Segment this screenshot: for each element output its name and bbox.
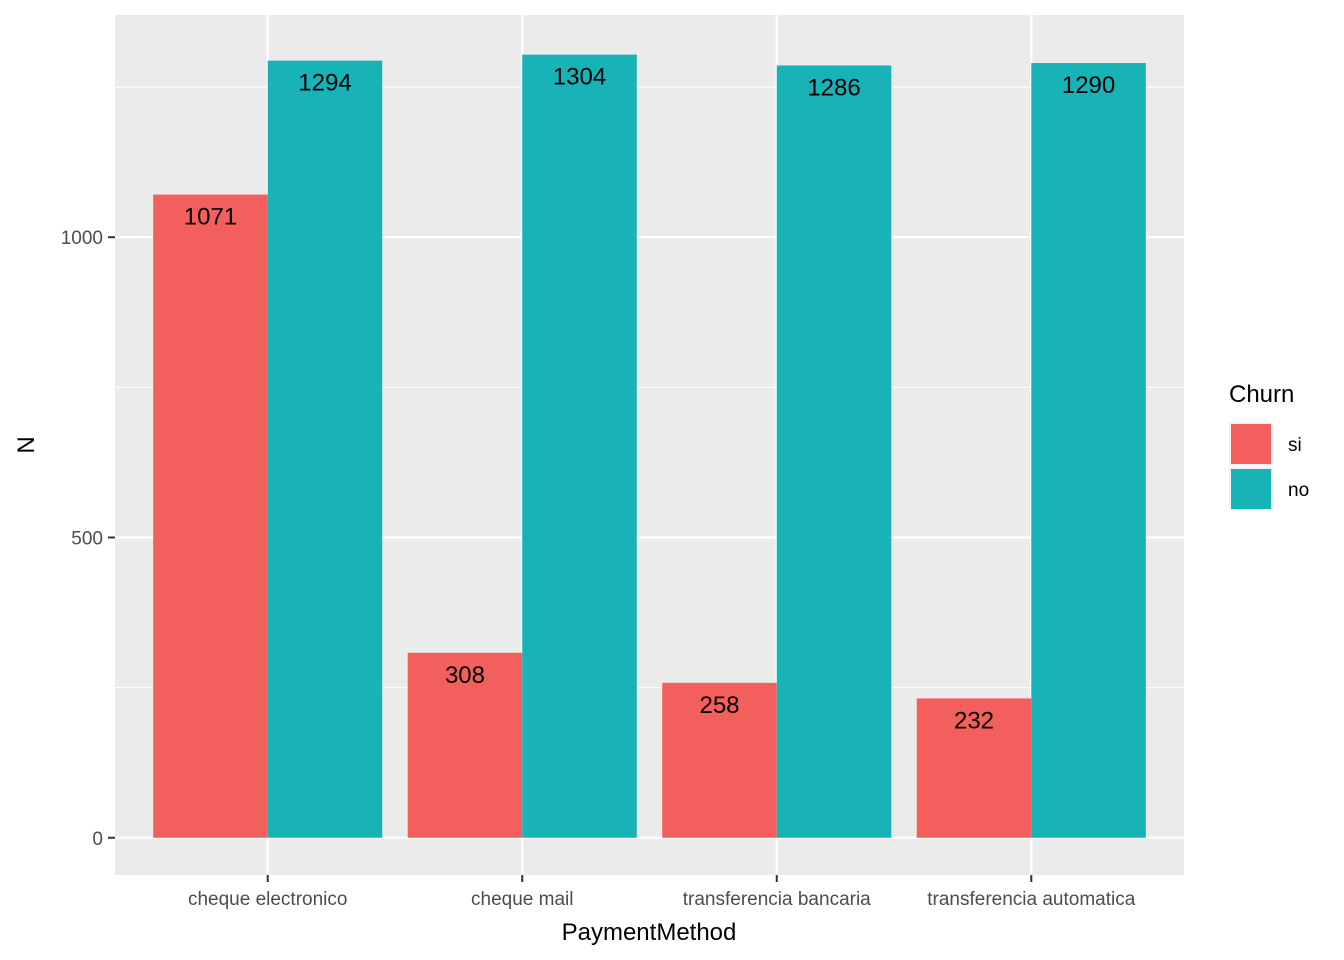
bar-label-si-4: 232 bbox=[954, 707, 994, 734]
bar-labels: 1071 1294 308 1304 258 1286 232 1290 bbox=[184, 64, 1115, 735]
legend-title: Churn bbox=[1229, 381, 1294, 408]
legend-label-si: si bbox=[1288, 435, 1302, 456]
x-tick-label: transferencia bancaria bbox=[683, 889, 871, 910]
legend-key-no bbox=[1231, 469, 1271, 509]
bar-label-no-1: 1294 bbox=[298, 70, 351, 97]
legend: Churn si no bbox=[1229, 381, 1309, 511]
y-tick-label: 0 bbox=[92, 829, 103, 850]
y-tick-label: 1000 bbox=[61, 228, 103, 249]
bar-label-no-3: 1286 bbox=[807, 74, 860, 101]
legend-label-no: no bbox=[1288, 480, 1309, 501]
x-tick-label: transferencia automatica bbox=[927, 889, 1135, 910]
bar-no-1 bbox=[267, 60, 383, 838]
x-axis-title: PaymentMethod bbox=[562, 919, 737, 946]
bar-no-3 bbox=[776, 65, 892, 838]
y-axis: 0 500 1000 bbox=[61, 228, 115, 850]
bar-label-no-2: 1304 bbox=[553, 64, 606, 91]
bar-label-si-2: 308 bbox=[445, 662, 485, 689]
bar-label-si-1: 1071 bbox=[184, 204, 237, 231]
x-tick-label: cheque mail bbox=[471, 889, 573, 910]
bar-si-3 bbox=[662, 682, 777, 838]
bar-label-no-4: 1290 bbox=[1062, 72, 1115, 99]
legend-key-si bbox=[1231, 424, 1271, 464]
bar-si-1 bbox=[153, 194, 268, 838]
x-axis: cheque electronico cheque mail transferenc… bbox=[188, 875, 1136, 910]
y-axis-title: N bbox=[13, 436, 40, 453]
bar-no-4 bbox=[1031, 63, 1146, 838]
x-tick-label: cheque electronico bbox=[188, 889, 348, 910]
bars bbox=[153, 54, 1146, 838]
bar-label-si-3: 258 bbox=[699, 692, 739, 719]
bar-si-2 bbox=[407, 652, 523, 838]
bar-no-2 bbox=[522, 54, 637, 838]
bar-si-4 bbox=[916, 698, 1032, 838]
y-tick-label: 500 bbox=[71, 528, 103, 549]
